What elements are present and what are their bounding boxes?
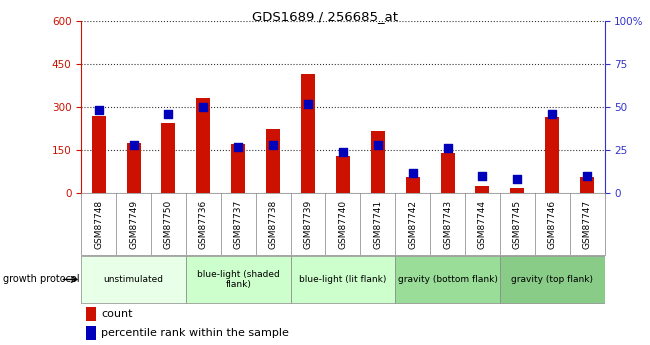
Bar: [86, 326, 96, 339]
Text: GSM87746: GSM87746: [548, 200, 556, 249]
Text: GSM87744: GSM87744: [478, 200, 487, 249]
Text: GSM87736: GSM87736: [199, 200, 208, 249]
Text: growth protocol: growth protocol: [3, 275, 80, 284]
Bar: [81, 256, 186, 303]
Point: [547, 111, 557, 117]
Text: GSM87743: GSM87743: [443, 200, 452, 249]
Bar: [545, 117, 559, 193]
Text: blue-light (lit flank): blue-light (lit flank): [299, 275, 387, 284]
Point: [477, 173, 488, 179]
Point: [233, 144, 243, 149]
Text: percentile rank within the sample: percentile rank within the sample: [101, 328, 289, 338]
Bar: [127, 143, 140, 193]
Point: [268, 142, 278, 148]
Text: GSM87742: GSM87742: [408, 200, 417, 249]
Bar: [441, 153, 454, 193]
Bar: [370, 131, 385, 193]
Point: [582, 173, 592, 179]
Bar: [580, 177, 594, 193]
Bar: [301, 74, 315, 193]
Text: GSM87745: GSM87745: [513, 200, 522, 249]
Bar: [186, 256, 291, 303]
Point: [128, 142, 139, 148]
Bar: [500, 256, 604, 303]
Text: GSM87740: GSM87740: [339, 200, 347, 249]
Bar: [336, 156, 350, 193]
Text: count: count: [101, 309, 133, 319]
Text: GSM87737: GSM87737: [234, 200, 242, 249]
Text: blue-light (shaded
flank): blue-light (shaded flank): [197, 270, 280, 289]
Text: GSM87738: GSM87738: [268, 200, 278, 249]
Point: [94, 108, 104, 113]
Text: gravity (top flank): gravity (top flank): [511, 275, 593, 284]
Point: [408, 170, 418, 175]
Text: GSM87739: GSM87739: [304, 200, 313, 249]
Bar: [395, 256, 500, 303]
Bar: [196, 98, 211, 193]
Text: unstimulated: unstimulated: [103, 275, 164, 284]
Point: [303, 101, 313, 106]
Point: [163, 111, 174, 117]
Bar: [161, 123, 176, 193]
Text: gravity (bottom flank): gravity (bottom flank): [398, 275, 497, 284]
Text: GSM87741: GSM87741: [373, 200, 382, 249]
Point: [198, 104, 209, 110]
Bar: [86, 307, 96, 321]
Text: GSM87748: GSM87748: [94, 200, 103, 249]
Text: GDS1689 / 256685_at: GDS1689 / 256685_at: [252, 10, 398, 23]
Bar: [266, 128, 280, 193]
Bar: [231, 144, 245, 193]
Bar: [475, 186, 489, 193]
Bar: [510, 188, 525, 193]
Text: GSM87747: GSM87747: [582, 200, 592, 249]
Bar: [291, 256, 395, 303]
Point: [512, 177, 523, 182]
Point: [372, 142, 383, 148]
Point: [442, 146, 452, 151]
Bar: [92, 116, 106, 193]
Text: GSM87749: GSM87749: [129, 200, 138, 249]
Bar: [406, 177, 420, 193]
Point: [338, 149, 348, 155]
Text: GSM87750: GSM87750: [164, 200, 173, 249]
